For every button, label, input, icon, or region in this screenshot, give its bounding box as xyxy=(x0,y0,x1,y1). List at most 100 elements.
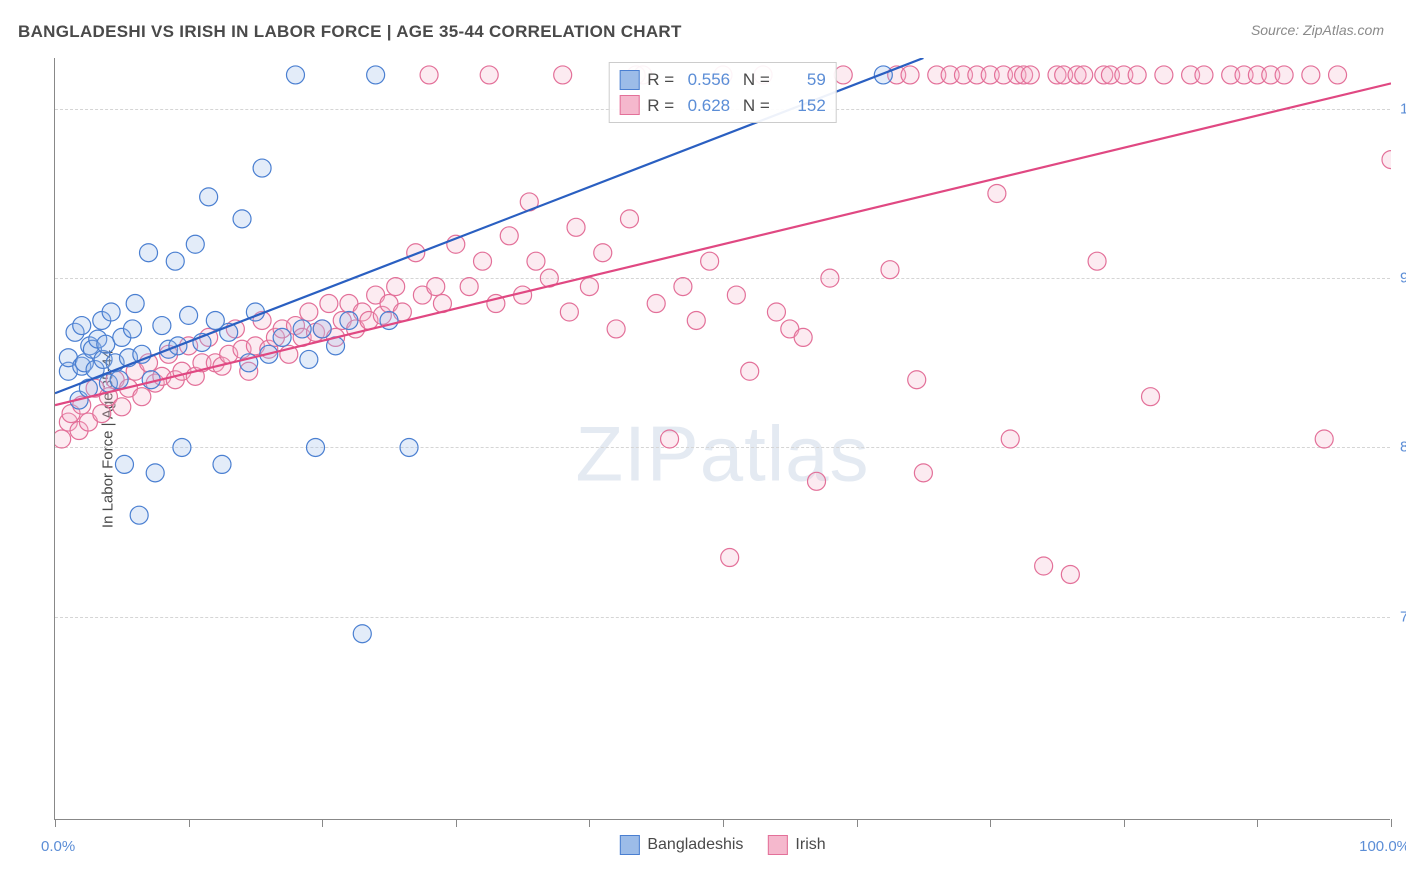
legend-swatch-irish xyxy=(767,835,787,855)
y-tick-label: 100.0% xyxy=(1400,100,1406,117)
data-point xyxy=(914,464,932,482)
data-point xyxy=(186,235,204,253)
data-point xyxy=(1088,252,1106,270)
data-point xyxy=(97,335,115,353)
data-point xyxy=(307,438,325,456)
data-point xyxy=(420,66,438,84)
data-point xyxy=(233,210,251,228)
data-point xyxy=(1001,430,1019,448)
data-point xyxy=(901,66,919,84)
data-point xyxy=(115,455,133,473)
legend-swatch-bangladeshis xyxy=(619,835,639,855)
data-point xyxy=(340,311,358,329)
trend-line xyxy=(55,83,1391,405)
data-point xyxy=(474,252,492,270)
plot-area: In Labor Force | Age 35-44 ZIPatlas 70.0… xyxy=(54,58,1390,820)
correlation-stats-box: R = 0.556 N = 59 R = 0.628 N = 152 xyxy=(608,62,837,123)
scatter-svg xyxy=(55,58,1391,820)
data-point xyxy=(881,261,899,279)
data-point xyxy=(701,252,719,270)
data-point xyxy=(721,549,739,567)
data-point xyxy=(55,430,71,448)
data-point xyxy=(834,66,852,84)
data-point xyxy=(687,311,705,329)
stats-n-label: N = xyxy=(743,93,770,119)
data-point xyxy=(180,306,198,324)
y-tick-label: 70.0% xyxy=(1400,608,1406,625)
data-point xyxy=(102,303,120,321)
x-axis-max-label: 100.0% xyxy=(1359,838,1406,855)
x-tick xyxy=(189,819,190,827)
data-point xyxy=(130,506,148,524)
data-point xyxy=(126,295,144,313)
data-point xyxy=(153,317,171,335)
data-point xyxy=(110,371,128,389)
data-point xyxy=(300,303,318,321)
data-point xyxy=(674,278,692,296)
data-point xyxy=(1302,66,1320,84)
data-point xyxy=(113,398,131,416)
data-point xyxy=(133,388,151,406)
data-point xyxy=(300,350,318,368)
legend-item-bangladeshis: Bangladeshis xyxy=(619,835,743,855)
data-point xyxy=(1382,151,1391,169)
stats-row-irish: R = 0.628 N = 152 xyxy=(619,93,826,119)
stats-swatch-bangladeshis xyxy=(619,70,639,90)
data-point xyxy=(908,371,926,389)
data-point xyxy=(1329,66,1347,84)
legend: Bangladeshis Irish xyxy=(619,835,825,855)
data-point xyxy=(661,430,679,448)
data-point xyxy=(500,227,518,245)
source-attribution: Source: ZipAtlas.com xyxy=(1251,22,1384,38)
data-point xyxy=(73,317,91,335)
data-point xyxy=(620,210,638,228)
data-point xyxy=(794,328,812,346)
data-point xyxy=(460,278,478,296)
stats-r-value-irish: 0.628 xyxy=(678,93,730,119)
legend-label-bangladeshis: Bangladeshis xyxy=(647,836,743,854)
x-tick xyxy=(456,819,457,827)
data-point xyxy=(286,66,304,84)
correlation-chart: BANGLADESHI VS IRISH IN LABOR FORCE | AG… xyxy=(0,0,1406,892)
data-point xyxy=(594,244,612,262)
data-point xyxy=(146,464,164,482)
data-point xyxy=(1275,66,1293,84)
x-tick xyxy=(589,819,590,827)
data-point xyxy=(554,66,572,84)
data-point xyxy=(741,362,759,380)
data-point xyxy=(560,303,578,321)
data-point xyxy=(607,320,625,338)
y-tick-label: 90.0% xyxy=(1400,270,1406,287)
data-point xyxy=(1142,388,1160,406)
x-tick xyxy=(1257,819,1258,827)
data-point xyxy=(387,278,405,296)
data-point xyxy=(1315,430,1333,448)
stats-n-value-bangladeshis: 59 xyxy=(774,67,826,93)
x-tick xyxy=(1391,819,1392,827)
data-point xyxy=(727,286,745,304)
chart-title: BANGLADESHI VS IRISH IN LABOR FORCE | AG… xyxy=(18,22,682,42)
data-point xyxy=(480,66,498,84)
data-point xyxy=(567,218,585,236)
data-point xyxy=(173,438,191,456)
data-point xyxy=(988,184,1006,202)
stats-swatch-irish xyxy=(619,95,639,115)
data-point xyxy=(93,405,111,423)
x-tick xyxy=(723,819,724,827)
stats-row-bangladeshis: R = 0.556 N = 59 xyxy=(619,67,826,93)
data-point xyxy=(427,278,445,296)
data-point xyxy=(1195,66,1213,84)
data-point xyxy=(1021,66,1039,84)
data-point xyxy=(320,295,338,313)
source-value: ZipAtlas.com xyxy=(1303,22,1384,38)
data-point xyxy=(1075,66,1093,84)
stats-r-label: R = xyxy=(647,93,674,119)
legend-label-irish: Irish xyxy=(795,836,825,854)
data-point xyxy=(166,252,184,270)
data-point xyxy=(767,303,785,321)
data-point xyxy=(821,269,839,287)
data-point xyxy=(367,66,385,84)
y-tick-label: 80.0% xyxy=(1400,439,1406,456)
x-tick xyxy=(1124,819,1125,827)
x-axis-min-label: 0.0% xyxy=(41,838,75,855)
